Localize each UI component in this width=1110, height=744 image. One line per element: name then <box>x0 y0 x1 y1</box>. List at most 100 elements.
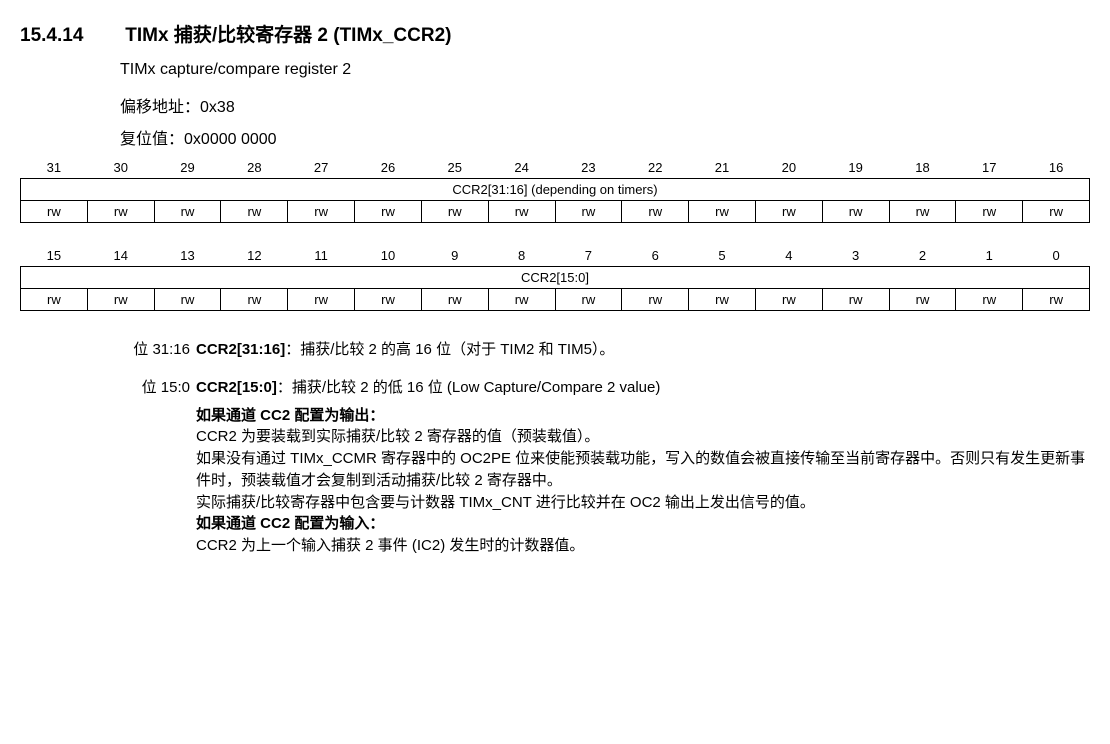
bit-field-name: CCR2[15:0] <box>196 379 277 396</box>
rw-cell: rw <box>956 201 1023 223</box>
rw-cell: rw <box>154 289 221 311</box>
bitnum: 11 <box>288 245 355 267</box>
rw-cell: rw <box>689 289 756 311</box>
rw-cell: rw <box>822 201 889 223</box>
output-para-1: CCR2 为要装载到实际捕获/比较 2 寄存器的值（预装载值）。 <box>196 426 1090 448</box>
field-row: CCR2[31:16] (depending on timers) <box>21 179 1090 201</box>
section-title: TIMx 捕获/比较寄存器 2 (TIMx_CCR2) <box>125 25 451 46</box>
offset-line: 偏移地址：0x38 <box>120 93 1090 117</box>
bitnum: 1 <box>956 245 1023 267</box>
section-number: 15.4.14 <box>20 25 120 47</box>
bit-text: CCR2[15:0]：捕获/比较 2 的低 16 位 (Low Capture/… <box>196 377 1090 399</box>
bitnum: 7 <box>555 245 622 267</box>
output-config-block: 如果通道 CC2 配置为输出： CCR2 为要装载到实际捕获/比较 2 寄存器的… <box>196 405 1090 557</box>
bitnum: 19 <box>822 157 889 179</box>
output-header: 如果通道 CC2 配置为输出： <box>196 405 1090 427</box>
rw-cell: rw <box>288 289 355 311</box>
field-name: CCR2[15:0] <box>21 267 1090 289</box>
subtitle: TIMx capture/compare register 2 <box>120 61 1090 79</box>
bit-field-text: ：捕获/比较 2 的高 16 位（对于 TIM2 和 TIM5）。 <box>285 341 614 358</box>
bit-number-row: 31 30 29 28 27 26 25 24 23 22 21 20 19 1… <box>21 157 1090 179</box>
input-header: 如果通道 CC2 配置为输入： <box>196 513 1090 535</box>
bitnum: 5 <box>689 245 756 267</box>
rw-cell: rw <box>21 201 88 223</box>
rw-cell: rw <box>956 289 1023 311</box>
bitnum: 4 <box>755 245 822 267</box>
reset-line: 复位值：0x0000 0000 <box>120 125 1090 149</box>
bitnum: 14 <box>87 245 154 267</box>
bitnum: 29 <box>154 157 221 179</box>
output-para-3: 实际捕获/比较寄存器中包含要与计数器 TIMx_CNT 进行比较并在 OC2 输… <box>196 492 1090 514</box>
field-name: CCR2[31:16] (depending on timers) <box>21 179 1090 201</box>
rw-cell: rw <box>87 201 154 223</box>
rw-cell: rw <box>154 201 221 223</box>
rw-cell: rw <box>221 289 288 311</box>
rw-cell: rw <box>622 201 689 223</box>
bitnum: 18 <box>889 157 956 179</box>
bitnum: 21 <box>689 157 756 179</box>
bitnum: 26 <box>355 157 422 179</box>
rw-cell: rw <box>355 201 422 223</box>
bit-field-name: CCR2[31:16] <box>196 341 285 358</box>
rw-cell: rw <box>21 289 88 311</box>
reset-value: 0x0000 0000 <box>184 131 277 148</box>
bitnum: 3 <box>822 245 889 267</box>
bitnum: 27 <box>288 157 355 179</box>
rw-row: rw rw rw rw rw rw rw rw rw rw rw rw rw r… <box>21 201 1090 223</box>
bitnum: 0 <box>1023 245 1090 267</box>
bitnum: 24 <box>488 157 555 179</box>
bit-range: 位 31:16 <box>20 339 196 361</box>
bitnum: 2 <box>889 245 956 267</box>
rw-cell: rw <box>87 289 154 311</box>
rw-cell: rw <box>221 201 288 223</box>
bitnum: 16 <box>1023 157 1090 179</box>
rw-cell: rw <box>355 289 422 311</box>
bitnum: 8 <box>488 245 555 267</box>
bit-field-text: ：捕获/比较 2 的低 16 位 (Low Capture/Compare 2 … <box>277 379 660 396</box>
rw-cell: rw <box>555 289 622 311</box>
bitnum: 6 <box>622 245 689 267</box>
bit-desc-15-0: 位 15:0 CCR2[15:0]：捕获/比较 2 的低 16 位 (Low C… <box>20 377 1090 399</box>
bitnum: 22 <box>622 157 689 179</box>
rw-cell: rw <box>488 289 555 311</box>
output-para-2: 如果没有通过 TIMx_CCMR 寄存器中的 OC2PE 位来使能预装载功能，写… <box>196 448 1090 492</box>
bit-text: CCR2[31:16]：捕获/比较 2 的高 16 位（对于 TIM2 和 TI… <box>196 339 1090 361</box>
bitnum: 12 <box>221 245 288 267</box>
rw-cell: rw <box>488 201 555 223</box>
bit-description-block: 位 31:16 CCR2[31:16]：捕获/比较 2 的高 16 位（对于 T… <box>20 339 1090 557</box>
rw-cell: rw <box>288 201 355 223</box>
bitnum: 17 <box>956 157 1023 179</box>
section-heading: 15.4.14 TIMx 捕获/比较寄存器 2 (TIMx_CCR2) <box>20 20 1090 47</box>
bitnum: 15 <box>21 245 88 267</box>
rw-cell: rw <box>421 289 488 311</box>
rw-cell: rw <box>822 289 889 311</box>
offset-label: 偏移地址： <box>120 99 200 116</box>
rw-cell: rw <box>889 289 956 311</box>
offset-value: 0x38 <box>200 99 235 116</box>
bitnum: 23 <box>555 157 622 179</box>
register-table-low: 15 14 13 12 11 10 9 8 7 6 5 4 3 2 1 0 CC… <box>20 245 1090 311</box>
bitnum: 10 <box>355 245 422 267</box>
reset-label: 复位值： <box>120 131 184 148</box>
rw-cell: rw <box>1023 289 1090 311</box>
rw-cell: rw <box>755 201 822 223</box>
rw-cell: rw <box>622 289 689 311</box>
register-table-high: 31 30 29 28 27 26 25 24 23 22 21 20 19 1… <box>20 157 1090 223</box>
bitnum: 30 <box>87 157 154 179</box>
bitnum: 13 <box>154 245 221 267</box>
bit-range: 位 15:0 <box>20 377 196 399</box>
rw-cell: rw <box>421 201 488 223</box>
input-para-1: CCR2 为上一个输入捕获 2 事件 (IC2) 发生时的计数器值。 <box>196 535 1090 557</box>
bit-desc-31-16: 位 31:16 CCR2[31:16]：捕获/比较 2 的高 16 位（对于 T… <box>20 339 1090 361</box>
bitnum: 25 <box>421 157 488 179</box>
bitnum: 31 <box>21 157 88 179</box>
rw-cell: rw <box>689 201 756 223</box>
bitnum: 20 <box>755 157 822 179</box>
rw-cell: rw <box>555 201 622 223</box>
bitnum: 9 <box>421 245 488 267</box>
bit-number-row: 15 14 13 12 11 10 9 8 7 6 5 4 3 2 1 0 <box>21 245 1090 267</box>
rw-cell: rw <box>889 201 956 223</box>
field-row: CCR2[15:0] <box>21 267 1090 289</box>
rw-row: rw rw rw rw rw rw rw rw rw rw rw rw rw r… <box>21 289 1090 311</box>
rw-cell: rw <box>755 289 822 311</box>
